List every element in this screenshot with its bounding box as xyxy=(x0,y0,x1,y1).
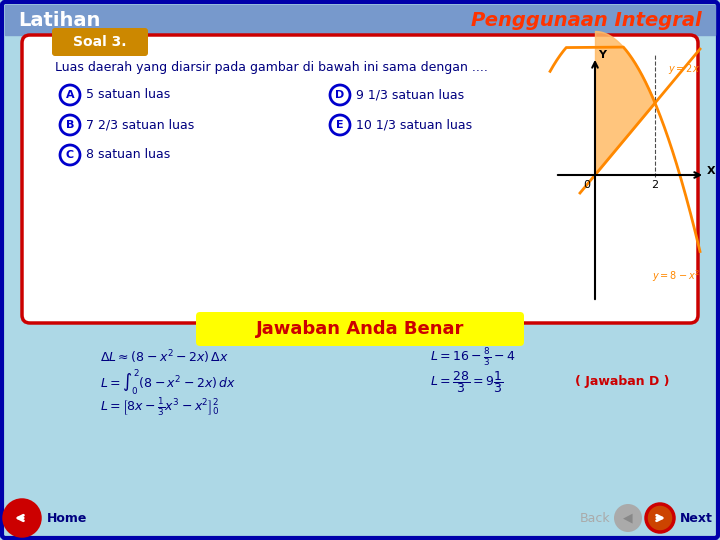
Text: 9 1/3 satuan luas: 9 1/3 satuan luas xyxy=(356,89,464,102)
Text: E: E xyxy=(336,120,344,130)
Text: 7 2/3 satuan luas: 7 2/3 satuan luas xyxy=(86,118,194,132)
Circle shape xyxy=(330,85,350,105)
FancyBboxPatch shape xyxy=(22,35,698,323)
Text: X: X xyxy=(707,166,716,176)
Text: $L = \dfrac{28}{3} = 9\dfrac{1}{3}$: $L = \dfrac{28}{3} = 9\dfrac{1}{3}$ xyxy=(430,369,503,395)
FancyBboxPatch shape xyxy=(52,28,148,56)
Text: Next: Next xyxy=(680,511,713,524)
Text: $y=2x$: $y=2x$ xyxy=(668,62,700,76)
Bar xyxy=(5,5,715,35)
Text: $\Delta L \approx (8 - x^2 - 2x)\,\Delta x$: $\Delta L \approx (8 - x^2 - 2x)\,\Delta… xyxy=(100,348,228,366)
FancyBboxPatch shape xyxy=(196,312,524,346)
Text: $L = \left[8x - \frac{1}{3}x^3 - x^2\right]_0^2$: $L = \left[8x - \frac{1}{3}x^3 - x^2\rig… xyxy=(100,396,220,418)
Text: $L = \int_0^2 (8 - x^2 - 2x)\,dx$: $L = \int_0^2 (8 - x^2 - 2x)\,dx$ xyxy=(100,367,236,397)
Circle shape xyxy=(60,85,80,105)
Text: B: B xyxy=(66,120,74,130)
Text: Jawaban Anda Benar: Jawaban Anda Benar xyxy=(256,320,464,338)
Circle shape xyxy=(60,115,80,135)
Circle shape xyxy=(330,115,350,135)
Text: $L = 16 - \frac{8}{3} - 4$: $L = 16 - \frac{8}{3} - 4$ xyxy=(430,346,516,368)
Text: Home: Home xyxy=(47,511,87,524)
Circle shape xyxy=(646,504,674,532)
Text: C: C xyxy=(66,150,74,160)
Text: 0: 0 xyxy=(583,180,590,190)
Text: Luas daerah yang diarsir pada gambar di bawah ini sama dengan ....: Luas daerah yang diarsir pada gambar di … xyxy=(55,62,488,75)
Text: Back: Back xyxy=(580,511,610,524)
Text: $y=8-x^2$: $y=8-x^2$ xyxy=(652,268,700,284)
Text: ◀: ◀ xyxy=(624,511,633,524)
Circle shape xyxy=(60,145,80,165)
Text: Y: Y xyxy=(598,50,606,60)
Text: ( Jawaban D ): ( Jawaban D ) xyxy=(575,375,670,388)
Text: Latihan: Latihan xyxy=(18,10,100,30)
Text: D: D xyxy=(336,90,345,100)
Text: 8 satuan luas: 8 satuan luas xyxy=(86,148,170,161)
Circle shape xyxy=(614,504,642,532)
Text: 10 1/3 satuan luas: 10 1/3 satuan luas xyxy=(356,118,472,132)
Text: 2: 2 xyxy=(652,180,659,190)
Text: Penggunaan Integral: Penggunaan Integral xyxy=(472,10,702,30)
Text: 5 satuan luas: 5 satuan luas xyxy=(86,89,170,102)
Text: Soal 3.: Soal 3. xyxy=(73,35,127,49)
Circle shape xyxy=(4,500,40,536)
Text: A: A xyxy=(66,90,74,100)
